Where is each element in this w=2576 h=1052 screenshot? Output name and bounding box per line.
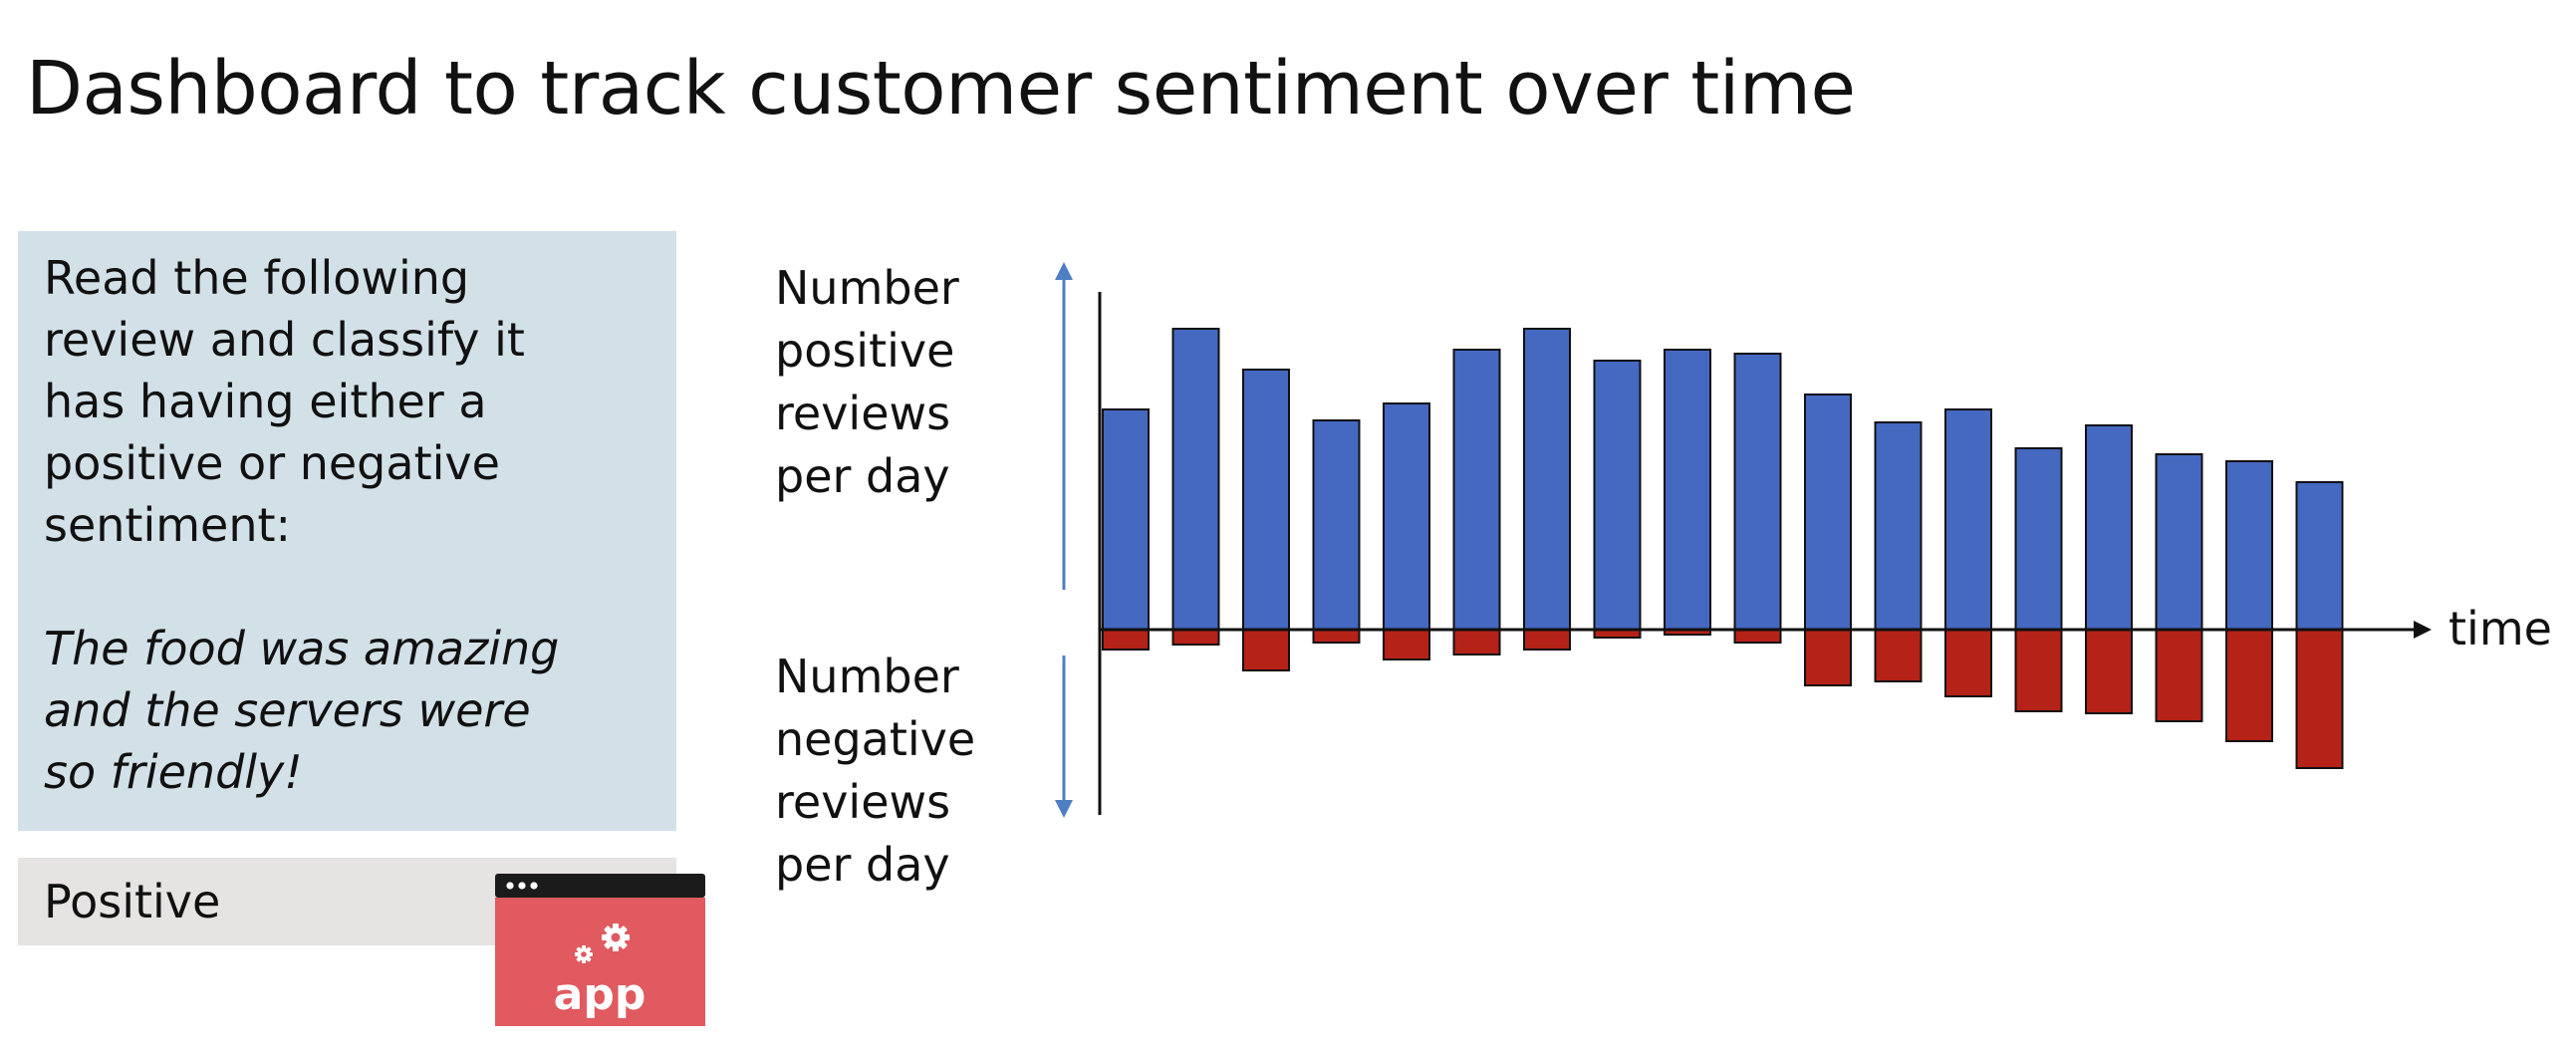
negative-bar <box>1452 629 1501 656</box>
app-window-dot <box>530 882 538 890</box>
positive-bar <box>2295 481 2344 631</box>
negative-bar <box>1593 629 1642 639</box>
positive-bar <box>1171 328 1220 631</box>
negative-bar <box>2014 629 2063 712</box>
y-axis-label-negative: Number negative reviews per day <box>775 650 976 892</box>
negative-bar <box>2295 629 2344 769</box>
positive-bar <box>2085 424 2133 631</box>
app-window-dot <box>506 882 514 890</box>
positive-bar <box>1523 328 1571 631</box>
negative-bar <box>1102 629 1150 651</box>
positive-bar <box>2014 447 2063 631</box>
negative-bar <box>1944 629 1992 697</box>
app-window-body <box>495 898 705 1026</box>
app-window-dot <box>518 882 526 890</box>
result-label: Positive <box>44 875 221 928</box>
positive-bar <box>1733 353 1782 631</box>
positive-bar <box>2225 460 2273 631</box>
negative-bar <box>2225 629 2273 742</box>
prompt-box: Read the following review and classify i… <box>18 231 676 831</box>
app-gear-icon: app <box>495 874 705 1026</box>
review-text: The food was amazing and the servers wer… <box>44 622 560 799</box>
negative-bar <box>2085 629 2133 714</box>
positive-bar <box>1102 408 1150 631</box>
positive-bar <box>1593 360 1642 631</box>
negative-bar <box>1171 629 1220 646</box>
positive-bar <box>1452 349 1501 631</box>
negative-bar <box>1664 629 1711 636</box>
gear-icon <box>575 923 630 963</box>
app-label: app <box>554 969 646 1020</box>
positive-bar <box>1312 419 1361 631</box>
negative-bar <box>2155 629 2203 722</box>
app-window-titlebar <box>495 874 705 898</box>
prompt-instruction: Read the following review and classify i… <box>44 251 525 552</box>
negative-bar <box>1523 629 1571 651</box>
slide-title: Dashboard to track customer sentiment ov… <box>26 46 1856 132</box>
negative-bar <box>1874 629 1923 682</box>
positive-bar <box>1383 402 1430 631</box>
negative-bar <box>1383 629 1430 660</box>
positive-bar <box>1944 408 1992 631</box>
positive-bar <box>1664 349 1711 631</box>
positive-bar <box>2155 453 2203 631</box>
negative-bar <box>1242 629 1290 671</box>
negative-bar <box>1312 629 1361 644</box>
positive-bar <box>1804 394 1852 631</box>
negative-bar <box>1733 629 1782 644</box>
y-axis-label-positive: Number positive reviews per day <box>775 261 959 503</box>
positive-bar <box>1242 369 1290 631</box>
x-axis-label-time: time <box>2448 602 2552 656</box>
positive-bar <box>1874 421 1923 631</box>
negative-bar <box>1804 629 1852 686</box>
